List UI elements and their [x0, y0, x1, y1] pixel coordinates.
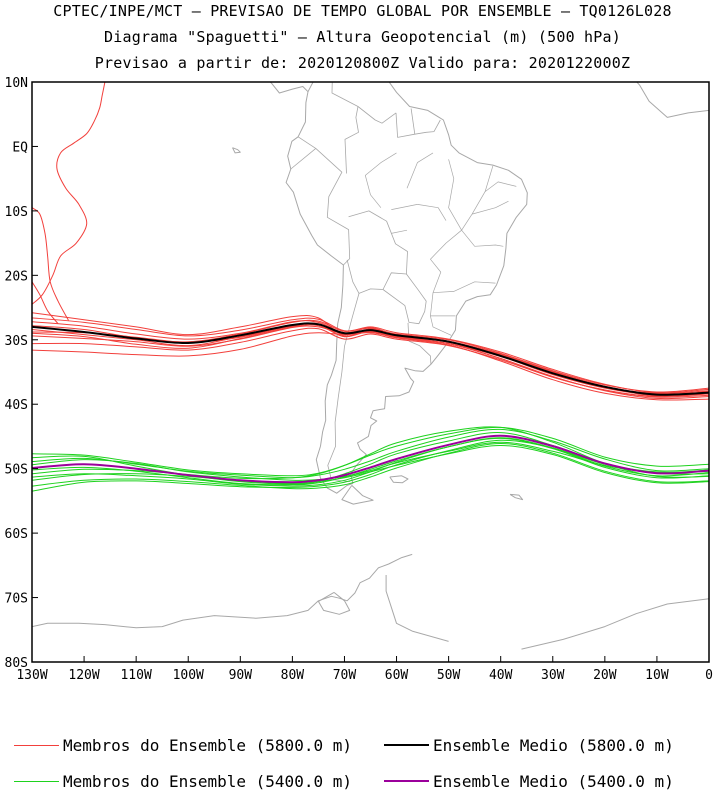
legend-item-members-5800: Membros do Ensemble (5800.0 m)	[14, 734, 352, 756]
y-tick-label-1: EQ	[12, 140, 28, 155]
x-tick-label-11: 20W	[593, 668, 617, 683]
member-5400-line-9	[32, 444, 709, 485]
galapagos-coastline	[232, 147, 241, 154]
legend-item-mean-5800: Ensemble Medio (5800.0 m)	[384, 734, 674, 756]
x-tick-label-1: 120W	[68, 668, 99, 683]
x-tick-label-3: 100W	[173, 668, 204, 683]
plot-frame	[31, 81, 710, 663]
member-5800-north-fragment-2	[32, 281, 59, 325]
title-line-3: Previsao a partir de: 2020120800Z Valido…	[94, 54, 631, 72]
title-line-2: Diagrama "Spaguetti" — Altura Geopotenci…	[104, 28, 621, 46]
east-antarctica-coastline	[521, 598, 709, 650]
state-border-3	[461, 165, 494, 231]
x-tick-label-7: 60W	[385, 668, 409, 683]
contour-lines-layer	[32, 82, 709, 492]
central-america-coastline	[269, 82, 309, 94]
legend-swatch-members-5400	[14, 780, 59, 782]
legend-label-mean-5800: Ensemble Medio (5800.0 m)	[433, 735, 674, 755]
x-tick-label-13: 0	[705, 668, 713, 683]
state-border-6	[461, 229, 504, 247]
south-america-coastline	[285, 82, 528, 494]
x-tick-label-10: 30W	[541, 668, 565, 683]
x-tick-label-5: 80W	[281, 668, 305, 683]
country-border-6	[331, 82, 359, 174]
member-5400-line-7	[32, 439, 709, 492]
country-border-10	[297, 136, 317, 149]
legend-label-mean-5400: Ensemble Medio (5400.0 m)	[433, 771, 674, 791]
x-tick-label-6: 70W	[333, 668, 357, 683]
y-tick-label-2: 10S	[5, 205, 28, 220]
state-border-2	[430, 229, 462, 293]
y-tick-label-7: 60S	[5, 527, 28, 542]
legend-item-mean-5400: Ensemble Medio (5400.0 m)	[384, 770, 674, 792]
member-5800-line-8	[32, 324, 709, 395]
x-tick-label-2: 110W	[120, 668, 151, 683]
state-border-0	[448, 159, 462, 231]
y-tick-label-4: 30S	[5, 334, 28, 349]
legend-label-members-5400: Membros do Ensemble (5400.0 m)	[63, 771, 352, 791]
legend-swatch-mean-5400	[384, 780, 429, 782]
africa-coastline	[636, 82, 709, 118]
x-tick-label-8: 50W	[437, 668, 461, 683]
country-border-11	[290, 148, 317, 170]
member-5800-line-7	[32, 312, 709, 393]
member-5800-north-fragment-0	[32, 82, 106, 305]
y-tick-label-9: 80S	[5, 656, 28, 671]
member-5800-north-fragment-1	[32, 207, 69, 321]
y-tick-label-3: 20S	[5, 269, 28, 284]
legend-swatch-mean-5800	[384, 744, 429, 746]
axis-ticks: 130W 120W 110W 100W 90W 80W 70W 60W 50W 40W 30W 20W…	[5, 76, 713, 683]
country-border-0	[315, 148, 351, 266]
state-border-5	[484, 181, 517, 192]
alexander-island-coastline	[317, 591, 351, 615]
x-tick-label-4: 90W	[229, 668, 253, 683]
falklands-coastline	[389, 475, 409, 484]
state-border-9	[430, 315, 452, 336]
country-border-8	[395, 112, 441, 138]
x-tick-label-9: 40W	[489, 668, 513, 683]
coastline-layer	[32, 82, 709, 650]
legend-label-members-5800: Membros do Ensemble (5800.0 m)	[63, 735, 352, 755]
tierra-del-fuego-coastline	[341, 485, 374, 505]
y-tick-label-0: 10N	[5, 76, 28, 91]
country-border-4	[408, 340, 432, 365]
country-border-9	[410, 108, 416, 135]
member-5400-line-3	[32, 426, 709, 477]
member-5400-line-8	[32, 432, 709, 485]
x-tick-label-12: 10W	[645, 668, 669, 683]
state-border-13	[406, 152, 434, 189]
country-border-2	[327, 293, 360, 482]
member-5400-line-4	[32, 442, 709, 490]
state-border-10	[417, 204, 447, 221]
legend-swatch-members-5800	[14, 744, 59, 746]
state-border-1	[391, 204, 418, 210]
y-tick-label-5: 40S	[5, 398, 28, 413]
state-border-7	[432, 281, 496, 294]
weddell-sea-coastline	[385, 575, 449, 642]
country-border-1	[346, 210, 408, 294]
country-border-3	[382, 273, 427, 325]
y-tick-label-8: 70S	[5, 592, 28, 607]
state-border-11	[391, 229, 408, 234]
mean-5400-line	[32, 434, 709, 484]
country-border-7	[357, 106, 397, 124]
state-border-4	[472, 200, 509, 215]
y-tick-label-6: 50S	[5, 463, 28, 478]
title-line-1: CPTEC/INPE/MCT — PREVISAO DE TEMPO GLOBA…	[53, 2, 672, 20]
state-border-12	[364, 152, 397, 208]
south-georgia-coastline	[509, 493, 524, 501]
member-5400-line-5	[32, 441, 709, 481]
state-border-8	[430, 292, 456, 317]
legend-item-members-5400: Membros do Ensemble (5400.0 m)	[14, 770, 352, 792]
antarctic-peninsula-coastline	[32, 553, 413, 629]
mean-5800-line	[32, 322, 709, 396]
member-5800-line-2	[32, 325, 709, 394]
x-tick-label-0: 130W	[16, 668, 47, 683]
